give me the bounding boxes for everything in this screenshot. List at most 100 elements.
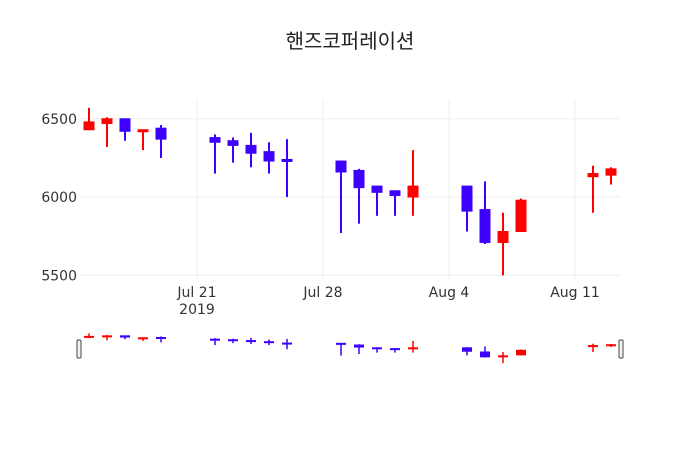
slider-candle bbox=[228, 338, 238, 344]
candle bbox=[245, 132, 257, 168]
candle-body bbox=[353, 169, 365, 189]
slider-candle-body bbox=[228, 339, 238, 342]
slider-candle-body bbox=[246, 340, 256, 343]
candle-body bbox=[587, 173, 599, 178]
slider-candle-body bbox=[156, 337, 166, 340]
candle-body bbox=[479, 209, 491, 243]
x-tick-label: Jul 21 bbox=[176, 285, 216, 301]
slider-candle bbox=[354, 344, 364, 354]
slider-candle-body bbox=[138, 337, 148, 340]
x-tick-label: Aug 4 bbox=[429, 285, 470, 301]
candle-body bbox=[155, 127, 167, 140]
candle-body bbox=[281, 158, 293, 162]
slider-candle-body bbox=[354, 344, 364, 348]
slider-candle bbox=[462, 347, 472, 356]
slider-candle bbox=[138, 337, 148, 341]
slider-candle-body bbox=[264, 341, 274, 344]
candle bbox=[389, 190, 401, 216]
candle bbox=[407, 150, 419, 216]
candles bbox=[83, 107, 617, 276]
slider-candle bbox=[120, 335, 130, 340]
slider-candle-body bbox=[408, 347, 418, 350]
candle-body bbox=[227, 140, 239, 146]
slider-candle bbox=[336, 342, 346, 356]
slider-candle bbox=[264, 339, 274, 346]
y-tick-label: 6500 bbox=[41, 112, 77, 128]
candle bbox=[155, 125, 167, 158]
candle bbox=[587, 165, 599, 213]
x-tick-label: Jul 28 bbox=[302, 285, 342, 301]
slider-candle-body bbox=[336, 342, 346, 345]
slider-handle-left[interactable] bbox=[76, 339, 82, 359]
candle bbox=[209, 134, 221, 174]
candle-body bbox=[83, 121, 95, 131]
slider-candle bbox=[210, 338, 220, 346]
candle bbox=[101, 117, 113, 147]
candle-body bbox=[263, 151, 275, 162]
candle bbox=[83, 107, 95, 131]
y-axis: 5500 6000 6500 bbox=[41, 112, 77, 285]
slider-candle bbox=[84, 333, 94, 338]
candle-body bbox=[335, 160, 347, 173]
slider-candle bbox=[282, 338, 292, 350]
candle-body bbox=[497, 230, 509, 243]
slider-candle-body bbox=[84, 335, 94, 338]
candle-body bbox=[407, 185, 419, 198]
x-tick-sublabel: 2019 bbox=[179, 302, 215, 318]
slider-candle-body bbox=[120, 335, 130, 338]
candle-body bbox=[605, 168, 617, 176]
range-slider[interactable] bbox=[76, 333, 624, 364]
candle-body bbox=[389, 190, 401, 196]
candle-body bbox=[101, 118, 113, 124]
candle bbox=[137, 129, 149, 151]
candle bbox=[263, 142, 275, 174]
slider-candle-body bbox=[210, 338, 220, 341]
slider-candle bbox=[408, 340, 418, 353]
slider-candle bbox=[156, 336, 166, 343]
chart-title: 핸즈코퍼레이션 bbox=[286, 29, 415, 53]
slider-candle bbox=[102, 335, 112, 341]
slider-candle bbox=[516, 349, 526, 356]
candle-body bbox=[371, 185, 383, 193]
slider-candle bbox=[480, 346, 490, 358]
y-tick-label: 5500 bbox=[41, 268, 77, 284]
slider-candle bbox=[498, 352, 508, 364]
slider-candle-body bbox=[282, 342, 292, 345]
slider-handle-right[interactable] bbox=[618, 339, 624, 359]
candle-body bbox=[137, 129, 149, 133]
candle-body bbox=[515, 199, 527, 232]
slider-candle-body bbox=[516, 349, 526, 356]
candle-body bbox=[119, 118, 131, 132]
candle bbox=[479, 181, 491, 244]
slider-candle bbox=[372, 347, 382, 353]
candle bbox=[227, 137, 239, 163]
slider-candle bbox=[390, 348, 400, 353]
candle bbox=[371, 185, 383, 216]
grid bbox=[80, 100, 620, 280]
candle-body bbox=[461, 185, 473, 212]
slider-candle-body bbox=[462, 347, 472, 352]
slider-candle bbox=[606, 343, 616, 348]
candle bbox=[353, 168, 365, 224]
candle bbox=[461, 185, 473, 232]
candle bbox=[497, 212, 509, 276]
slider-candle-body bbox=[102, 335, 112, 338]
slider-candle bbox=[246, 337, 256, 344]
candle-body bbox=[209, 137, 221, 143]
candle-body bbox=[245, 144, 257, 154]
candle bbox=[119, 118, 131, 141]
slider-candle-body bbox=[606, 344, 616, 347]
slider-candle-body bbox=[390, 348, 400, 351]
x-tick-label: Aug 11 bbox=[550, 285, 600, 301]
slider-candle-body bbox=[498, 355, 508, 358]
candle bbox=[605, 167, 617, 185]
slider-candle-body bbox=[372, 347, 382, 350]
candle bbox=[335, 160, 347, 234]
slider-candle bbox=[588, 343, 598, 353]
y-tick-label: 6000 bbox=[41, 190, 77, 206]
candle bbox=[515, 198, 527, 232]
slider-candle-body bbox=[480, 351, 490, 358]
slider-candle-body bbox=[588, 345, 598, 348]
